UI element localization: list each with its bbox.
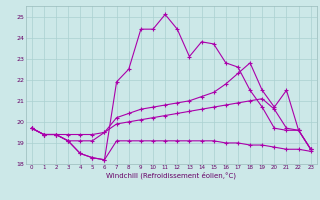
X-axis label: Windchill (Refroidissement éolien,°C): Windchill (Refroidissement éolien,°C) (106, 172, 236, 179)
